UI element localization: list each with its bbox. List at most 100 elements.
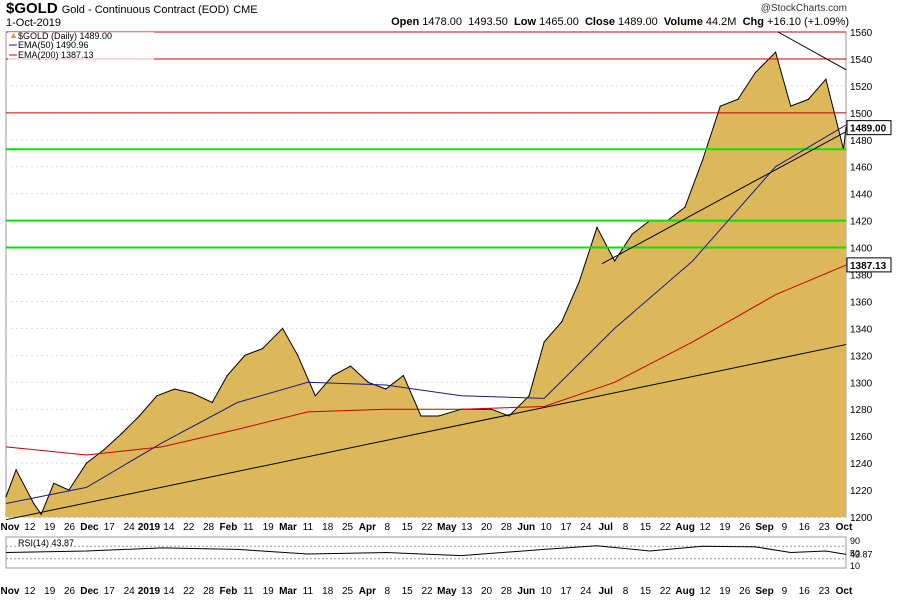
price-point [578,280,581,282]
price-point [261,347,264,350]
rsi-tick-label: 10 [850,561,860,571]
trendline [5,344,847,521]
x-tick-label: Aug [675,586,694,597]
price-point [332,374,334,377]
x-tick-label: Jun [517,522,535,533]
price-point [349,365,352,367]
y-tick-label: 1400 [850,244,873,255]
price-area [5,51,847,517]
x-tick-label: 26 [739,586,751,597]
x-tick-label: 17 [104,522,116,533]
price-point [385,388,387,390]
x-tick-label: 16 [799,522,811,533]
rsi-frame [5,536,847,569]
x-tick-label: 15 [640,522,652,533]
price-point [528,395,530,397]
x-tick-label: 19 [263,522,275,533]
rsi-tick-label: 90 [850,536,860,546]
price-point [314,395,316,397]
x-tick-label: Mar [279,522,297,533]
rsi-tick-label: 50 [850,549,860,559]
price-point [719,105,721,107]
ema-lines [5,124,847,504]
x-tick-label: Jul [598,586,613,597]
watermark: @StockCharts.com [760,3,847,14]
price-point [561,321,563,323]
x-tick-label: Nov [1,586,20,597]
y-tick-label: 1440 [850,190,873,201]
x-tick-label: 26 [64,522,76,533]
last-price-tag: 1489.00 [850,124,887,135]
legend: ▲ $GOLD (Daily) 1489.00 EMA(50) 1490.96 … [8,30,154,548]
legend-ema200: EMA(200) 1387.13 [18,50,94,60]
price-point [774,51,777,53]
ema200-line [5,264,847,456]
trendline [777,31,847,71]
x-tick-label: Oct [836,522,853,533]
x-tick-label: 15 [402,586,414,597]
x-tick-label: 19 [719,586,731,597]
y-tick-label: 1260 [850,432,873,443]
price-point [543,341,545,343]
x-tick-label: 18 [322,522,334,533]
x-tick-label: Jul [598,522,613,533]
x-tick-label: 15 [402,522,414,533]
price-point [211,401,213,404]
x-tick-label: Sep [755,522,773,533]
x-tick-label: Mar [279,586,297,597]
x-tick-label: Dec [80,586,99,597]
x-tick-label: Oct [836,586,853,597]
x-tick-label: Aug [675,522,694,533]
price-point [15,469,17,471]
x-tick-label: 17 [104,586,116,597]
y-tick-label: 1280 [850,405,873,416]
y-tick-label: 1360 [850,297,873,308]
last-price-tag-box [846,120,892,136]
y-tick-label: 1380 [850,271,873,282]
y-axis: 1200 1220 1240 1260 1280 1300 1320 1340 1360 1380… [846,28,892,524]
y-tick-label: 1460 [850,163,873,174]
legend-ema50: EMA(50) 1490.96 [18,40,89,50]
ema50-line [5,124,847,504]
x-tick-label: 26 [64,586,76,597]
trendline [601,131,847,265]
x-tick-label: 20 [481,522,493,533]
quote-bar: Open 1478.00 1493.50 Low 1465.00 Close 1… [391,16,849,28]
x-tick-label: 24 [580,522,592,533]
price-point [790,105,792,107]
x-tick-label: Apr [359,586,376,597]
price-point [402,374,404,377]
price-point [226,374,228,377]
price-point [191,392,193,394]
price-point [367,381,369,383]
x-tick-label: 22 [421,586,433,597]
price-area-fill [6,52,846,517]
price-point [85,462,88,464]
x-tick-label: 2019 [138,586,161,597]
price-point [156,395,158,397]
x-tick-label: 19 [44,586,56,597]
y-tick-label: 1420 [850,217,873,228]
price-point [631,233,633,235]
rsi-value-label: 43.87 [850,549,873,559]
price-point [845,127,847,129]
y-tick-label: 1240 [850,459,873,470]
x-tick-label: 17 [560,586,572,597]
price-point [420,415,422,417]
y-tick-label: 1340 [850,324,873,335]
x-tick-label: 26 [739,522,751,533]
legend-price-icon: ▲ [9,30,18,40]
x-tick-label: Jun [517,586,535,597]
price-point [33,502,35,505]
x-tick-label: 23 [819,586,831,597]
price-point [807,98,809,100]
x-tick-label: 25 [342,586,354,597]
price-point [737,98,739,100]
x-tick-label: 17 [560,522,572,533]
x-tick-label: Sep [755,586,773,597]
x-tick-label: 28 [501,522,513,533]
price-point [244,354,246,356]
x-tick-label: Dec [80,522,99,533]
x-tick-label: Feb [220,522,238,533]
